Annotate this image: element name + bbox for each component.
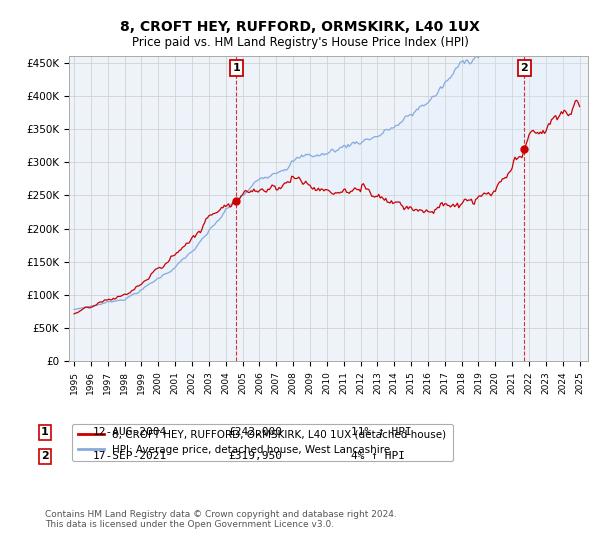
Text: 1: 1 [232,63,240,73]
Text: 1: 1 [41,427,49,437]
Text: 12-AUG-2004: 12-AUG-2004 [93,427,167,437]
Text: £319,950: £319,950 [228,451,282,461]
Legend: 8, CROFT HEY, RUFFORD, ORMSKIRK, L40 1UX (detached house), HPI: Average price, d: 8, CROFT HEY, RUFFORD, ORMSKIRK, L40 1UX… [71,423,452,461]
Text: Contains HM Land Registry data © Crown copyright and database right 2024.
This d: Contains HM Land Registry data © Crown c… [45,510,397,529]
Text: 11% ↑ HPI: 11% ↑ HPI [351,427,412,437]
Text: 17-SEP-2021: 17-SEP-2021 [93,451,167,461]
Text: 8, CROFT HEY, RUFFORD, ORMSKIRK, L40 1UX: 8, CROFT HEY, RUFFORD, ORMSKIRK, L40 1UX [120,20,480,34]
Text: 2: 2 [41,451,49,461]
Text: Price paid vs. HM Land Registry's House Price Index (HPI): Price paid vs. HM Land Registry's House … [131,36,469,49]
Text: 2: 2 [520,63,528,73]
Text: 4% ↑ HPI: 4% ↑ HPI [351,451,405,461]
Text: £242,000: £242,000 [228,427,282,437]
